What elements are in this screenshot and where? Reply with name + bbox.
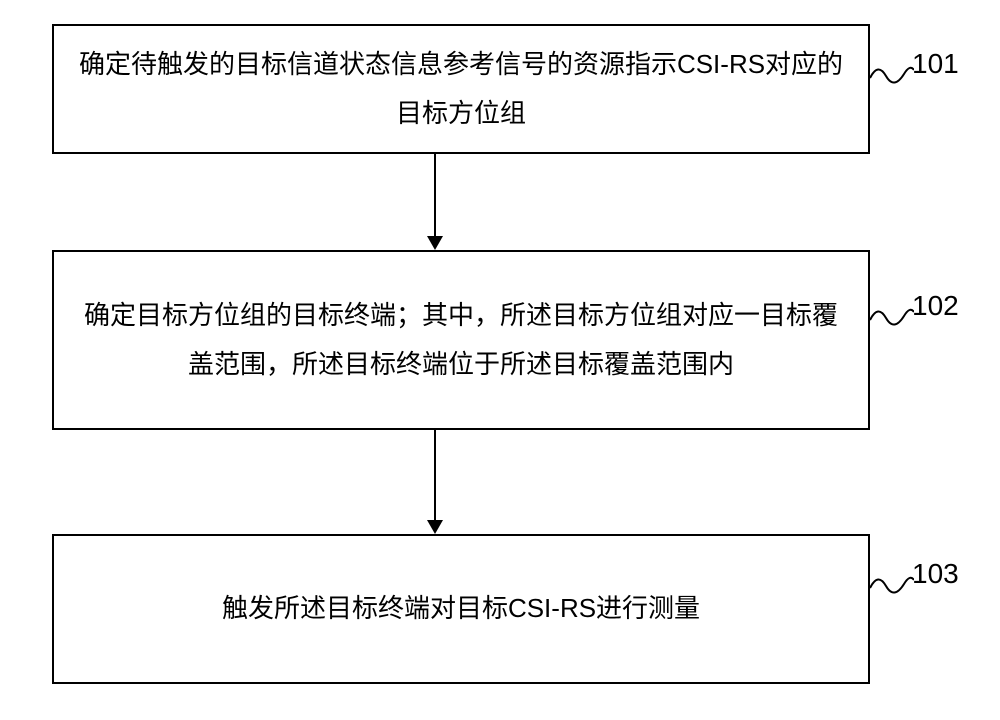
connector-3	[870, 570, 914, 600]
connector-2	[870, 302, 914, 332]
step-label-1-text: 101	[912, 48, 959, 79]
flow-step-2-text: 确定目标方位组的目标终端；其中，所述目标方位组对应一目标覆盖范围，所述目标终端位…	[74, 291, 848, 390]
step-label-3: 103	[912, 558, 959, 590]
step-label-3-text: 103	[912, 558, 959, 589]
arrow-1	[0, 154, 870, 250]
flowchart-canvas: 确定待触发的目标信道状态信息参考信号的资源指示CSI-RS对应的目标方位组 10…	[0, 0, 1000, 720]
step-label-1: 101	[912, 48, 959, 80]
connector-1	[870, 60, 914, 90]
arrow-2	[0, 430, 870, 534]
flow-step-2: 确定目标方位组的目标终端；其中，所述目标方位组对应一目标覆盖范围，所述目标终端位…	[52, 250, 870, 430]
step-label-2-text: 102	[912, 290, 959, 321]
flow-step-1: 确定待触发的目标信道状态信息参考信号的资源指示CSI-RS对应的目标方位组	[52, 24, 870, 154]
flow-step-3: 触发所述目标终端对目标CSI-RS进行测量	[52, 534, 870, 684]
flow-step-1-text: 确定待触发的目标信道状态信息参考信号的资源指示CSI-RS对应的目标方位组	[74, 40, 848, 139]
step-label-2: 102	[912, 290, 959, 322]
flow-step-3-text: 触发所述目标终端对目标CSI-RS进行测量	[222, 584, 700, 633]
